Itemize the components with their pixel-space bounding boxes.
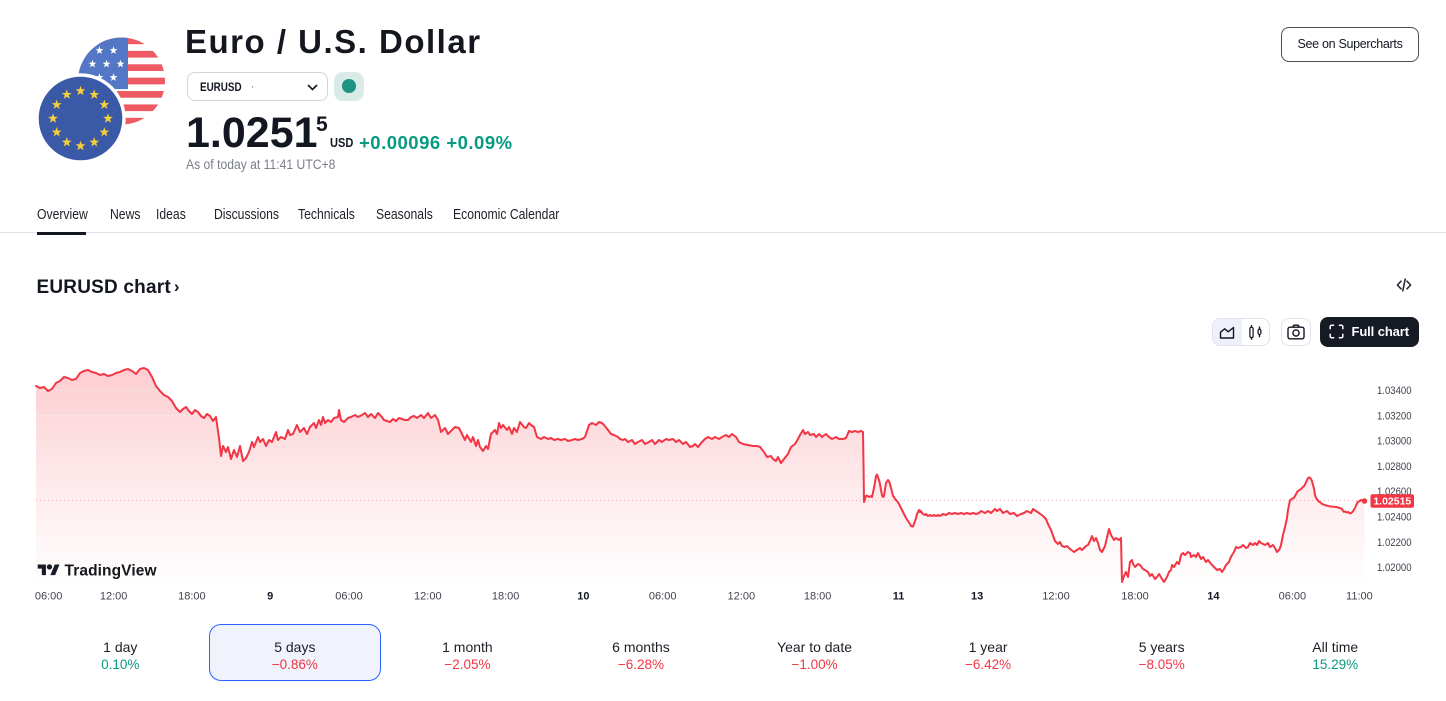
svg-text:12:00: 12:00: [728, 591, 756, 603]
svg-text:TradingView: TradingView: [65, 563, 158, 580]
svg-text:11:00: 11:00: [1346, 591, 1373, 603]
svg-text:06:00: 06:00: [1279, 591, 1307, 603]
svg-text:14: 14: [1207, 591, 1220, 603]
svg-text:1.02200: 1.02200: [1377, 537, 1412, 549]
svg-text:1.02800: 1.02800: [1377, 461, 1412, 473]
svg-text:06:00: 06:00: [335, 591, 363, 603]
svg-text:1.03200: 1.03200: [1377, 410, 1412, 422]
svg-text:9: 9: [267, 591, 273, 603]
svg-text:18:00: 18:00: [1121, 591, 1149, 603]
svg-text:18:00: 18:00: [492, 591, 520, 603]
svg-text:12:00: 12:00: [100, 591, 128, 603]
svg-text:12:00: 12:00: [414, 591, 442, 603]
svg-text:1.02000: 1.02000: [1377, 562, 1412, 574]
svg-text:18:00: 18:00: [178, 591, 206, 603]
svg-text:11: 11: [893, 591, 905, 603]
svg-text:1.03000: 1.03000: [1377, 436, 1412, 448]
svg-text:1.02400: 1.02400: [1377, 512, 1412, 524]
svg-text:06:00: 06:00: [649, 591, 677, 603]
svg-text:06:00: 06:00: [35, 591, 63, 603]
svg-text:13: 13: [971, 591, 983, 603]
svg-text:10: 10: [577, 591, 589, 603]
svg-text:18:00: 18:00: [804, 591, 832, 603]
svg-text:1.02515: 1.02515: [1373, 496, 1411, 508]
svg-text:1.03400: 1.03400: [1377, 385, 1412, 397]
svg-text:12:00: 12:00: [1042, 591, 1070, 603]
